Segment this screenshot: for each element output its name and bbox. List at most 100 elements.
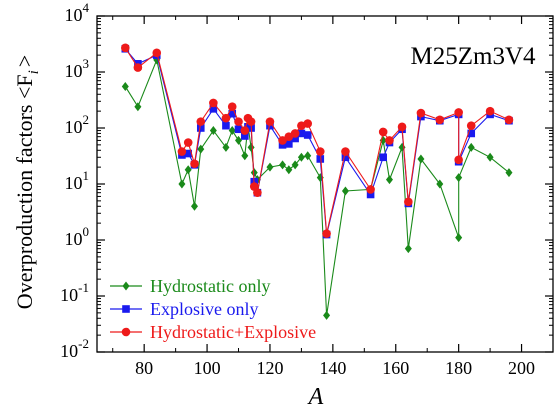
- x-tick-label: 120: [256, 358, 283, 378]
- data-point: [303, 131, 312, 139]
- y-axis-label: Overproduction factors <Fi >: [12, 55, 42, 309]
- series-1: [121, 44, 513, 239]
- data-point: [196, 117, 206, 126]
- data-point: [404, 244, 412, 254]
- data-point: [250, 168, 258, 178]
- x-tick-label: 80: [135, 358, 153, 378]
- data-point: [304, 151, 312, 161]
- data-point: [177, 147, 187, 156]
- data-point: [228, 126, 236, 136]
- y-axis-label-end: >: [12, 55, 37, 67]
- data-point: [253, 188, 262, 197]
- data-point: [197, 144, 205, 154]
- data-point: [278, 136, 287, 145]
- data-point: [266, 162, 274, 172]
- data-point: [341, 153, 350, 162]
- axes: 80 100 120 140 160 180 200 10-2 10-1 100 101 102 103…: [60, 0, 554, 378]
- legend: Hydrostatic only Explosive only Hydrostati…: [110, 276, 316, 342]
- chart-annotation: M25Zm3V4: [411, 43, 537, 70]
- data-point: [228, 109, 237, 118]
- data-point: [315, 147, 325, 156]
- data-point: [235, 135, 243, 145]
- data-point: [341, 186, 349, 196]
- data-point: [454, 155, 463, 165]
- data-point: [417, 154, 425, 164]
- legend-label: Hydrostatic+Explosive: [150, 322, 316, 342]
- legend-item: Hydrostatic+Explosive: [110, 322, 316, 342]
- data-point: [341, 147, 350, 156]
- data-point: [455, 173, 463, 183]
- data-point: [455, 233, 463, 243]
- data-point: [241, 132, 249, 140]
- x-tick-label: 200: [508, 358, 535, 378]
- x-axis-label: A: [307, 384, 324, 410]
- data-point: [183, 138, 193, 147]
- data-point: [505, 168, 513, 178]
- y-tick-label: 101: [65, 168, 90, 193]
- data-point: [416, 108, 426, 118]
- legend-marker: [122, 305, 130, 313]
- data-point: [221, 113, 231, 123]
- svg-text:Overproduction factors <Fi>: Overproduction factors <Fi >: [12, 55, 42, 309]
- data-point: [366, 190, 375, 199]
- data-point: [404, 197, 413, 207]
- data-point: [222, 121, 230, 130]
- data-point: [467, 129, 476, 138]
- x-tick-label: 180: [445, 358, 472, 378]
- data-point: [285, 140, 293, 148]
- data-point: [303, 119, 313, 128]
- data-point: [246, 117, 256, 126]
- data-point: [322, 229, 331, 238]
- data-point: [378, 127, 388, 137]
- y-axis-label-main: Overproduction factors <F: [12, 74, 37, 309]
- data-point: [265, 117, 275, 126]
- data-point: [435, 115, 445, 125]
- data-point: [397, 122, 407, 132]
- data-point: [234, 125, 243, 134]
- data-point: [227, 102, 237, 112]
- legend-label: Hydrostatic only: [150, 276, 270, 296]
- data-point: [278, 141, 287, 149]
- data-point: [152, 48, 162, 58]
- data-point: [121, 82, 129, 92]
- data-point: [241, 151, 249, 161]
- data-point: [290, 129, 300, 138]
- data-point: [291, 160, 299, 170]
- x-tick-label: 160: [382, 358, 409, 378]
- data-point: [466, 121, 476, 130]
- series-line: [124, 47, 510, 234]
- data-point: [190, 159, 199, 169]
- data-point: [196, 124, 205, 132]
- legend-marker: [121, 327, 131, 337]
- data-point: [184, 149, 192, 158]
- y-tick-label: 102: [65, 112, 90, 137]
- legend-item: Hydrostatic only: [110, 276, 270, 296]
- data-point: [209, 126, 217, 136]
- y-axis-label-subscript: i: [26, 70, 42, 74]
- x-tick-label: 140: [319, 358, 346, 378]
- legend-item: Explosive only: [110, 299, 259, 319]
- legend-marker: [122, 281, 130, 291]
- data-point: [134, 102, 142, 112]
- data-point: [454, 108, 463, 117]
- y-tick-label: 103: [65, 56, 90, 81]
- data-point: [222, 142, 230, 152]
- x-tick-label: 100: [194, 358, 221, 378]
- y-tick-label: 10-1: [60, 280, 89, 305]
- data-point: [316, 155, 325, 163]
- data-point: [133, 63, 143, 72]
- legend-label: Explosive only: [150, 299, 259, 319]
- data-point: [291, 134, 299, 143]
- data-point: [297, 152, 305, 162]
- series-line: [124, 48, 510, 235]
- data-point: [285, 165, 293, 175]
- series-layer: [121, 43, 514, 320]
- data-point: [385, 175, 393, 185]
- data-point: [467, 142, 475, 152]
- data-point: [234, 117, 243, 126]
- data-point: [279, 160, 287, 170]
- y-tick-label: 100: [65, 224, 90, 249]
- data-point: [379, 153, 387, 162]
- data-point: [240, 126, 250, 135]
